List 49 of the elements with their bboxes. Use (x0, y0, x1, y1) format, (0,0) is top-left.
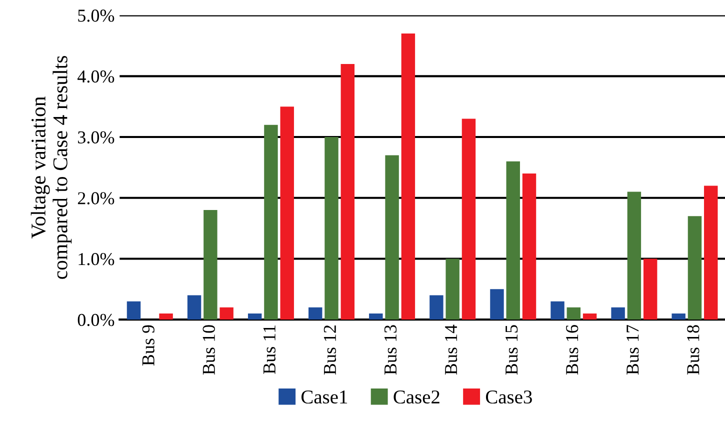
bar (566, 307, 581, 320)
y-tick-label: 1.0% (78, 252, 114, 266)
bar (385, 155, 399, 320)
bar (490, 289, 504, 320)
bar (672, 314, 686, 320)
bar (369, 314, 383, 320)
bar (688, 216, 702, 320)
x-tick-label: Bus 11 (263, 326, 276, 374)
bar (308, 307, 322, 320)
bar (611, 307, 625, 320)
y-tick-label: 3.0% (78, 131, 114, 144)
x-tick-label: Bus 14 (445, 324, 458, 375)
bar (340, 64, 355, 320)
bar (430, 295, 444, 320)
bar (582, 314, 597, 320)
x-tick-label: Bus 9 (142, 325, 154, 366)
x-tick-label: Bus 16 (566, 325, 578, 375)
legend-label: Case2 (394, 390, 440, 404)
y-tick-label: 0.0% (78, 314, 114, 326)
bar (126, 301, 141, 320)
y-tick-label: 4.0% (78, 70, 114, 83)
bar (462, 118, 476, 320)
bar (159, 314, 173, 320)
bar (643, 258, 658, 320)
x-tick-label: Bus 10 (202, 325, 215, 375)
bar (324, 137, 338, 320)
bar (204, 210, 218, 320)
bar (627, 192, 642, 320)
bar (550, 301, 564, 320)
bar (704, 186, 718, 320)
y-tick-label: 2.0% (78, 192, 114, 204)
x-tick-label: Bus 17 (626, 324, 639, 375)
bar (220, 307, 234, 320)
bar (248, 314, 262, 320)
bar (522, 174, 536, 320)
y-tick-label: 5.0% (78, 10, 114, 22)
bar (280, 106, 294, 320)
x-tick-label: Bus 13 (384, 325, 397, 375)
bar (506, 161, 520, 320)
bar (264, 124, 278, 320)
x-tick-label: Bus 12 (324, 325, 336, 375)
bar (446, 258, 460, 320)
legend-label: Case1 (301, 390, 348, 404)
bar (401, 34, 416, 320)
y-axis-title: Voltage variation compared to Case 4 results (30, 56, 72, 279)
bar (187, 295, 202, 320)
legend-label: Case3 (486, 390, 532, 404)
x-tick-label: Bus 18 (687, 325, 700, 375)
x-tick-label: Bus 15 (506, 325, 518, 375)
